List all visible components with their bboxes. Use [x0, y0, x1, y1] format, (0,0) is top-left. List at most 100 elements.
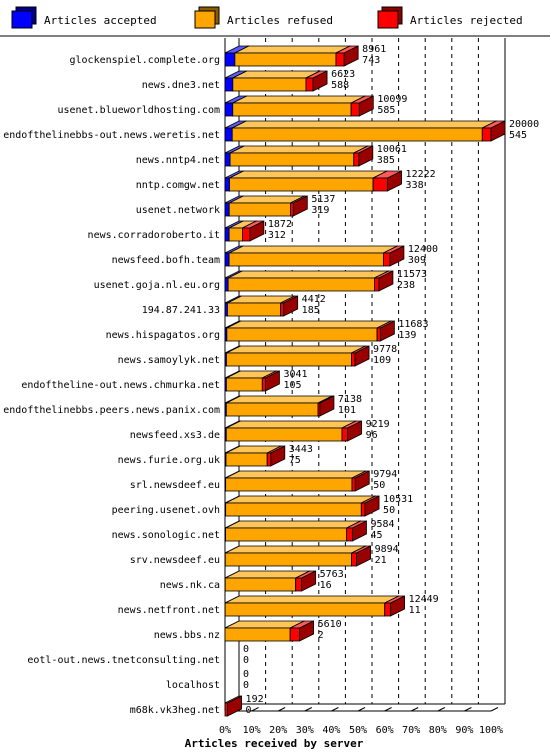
- x-tick: [331, 707, 339, 712]
- y-tick-label: m68k.vk3heg.net: [130, 705, 220, 716]
- x-tick-label: 30%: [296, 725, 314, 736]
- bar-segment-refused: [226, 320, 392, 342]
- data-label-accepted: 109: [373, 355, 391, 366]
- x-tick: [490, 707, 499, 712]
- bar-face: [289, 627, 301, 642]
- legend-swatch-rejected: [377, 10, 399, 29]
- y-tick-label: usenet.blueworldhosting.com: [57, 105, 220, 116]
- bar-side: [354, 345, 370, 367]
- y-tick-label: news.dne3.net: [142, 80, 220, 91]
- x-tick-label: 80%: [429, 725, 447, 736]
- legend: Articles accepted Articles refused Artic…: [11, 6, 523, 29]
- legend-label-rejected: Articles rejected: [410, 14, 523, 27]
- bar-face: [335, 52, 345, 67]
- bar-top: [226, 345, 366, 354]
- data-label-accepted: 16: [320, 580, 332, 591]
- x-tick-label: 90%: [455, 725, 473, 736]
- data-label-received: 192: [246, 694, 264, 705]
- data-label-accepted: 139: [398, 330, 416, 341]
- x-tick-label: 10%: [243, 725, 261, 736]
- x-tick-label: 0%: [219, 725, 231, 736]
- x-tick: [464, 707, 472, 712]
- bar-side: [358, 95, 374, 117]
- bar-segment-refused: [231, 120, 497, 142]
- bar-segment-refused: [234, 45, 351, 67]
- bar-face: [227, 302, 282, 317]
- bar-top: [232, 70, 321, 79]
- bar-segment-rejected: [295, 570, 317, 592]
- bar-face: [224, 77, 234, 92]
- y-tick-label: localhost: [166, 680, 220, 691]
- y-tick-label: news.bbs.nz: [154, 630, 220, 641]
- bar-segment-rejected: [376, 320, 395, 342]
- bar-face: [224, 127, 233, 142]
- data-label-received: 3041: [283, 369, 307, 380]
- bar-side: [265, 370, 280, 392]
- bar-face: [229, 177, 374, 192]
- legend-label-refused: Articles refused: [227, 14, 333, 27]
- bar-face: [224, 577, 297, 592]
- bar-face: [226, 327, 378, 342]
- data-label-received: 0: [243, 644, 249, 655]
- data-label-accepted: 585: [377, 105, 395, 116]
- bar-side: [354, 470, 370, 492]
- bar-side: [270, 445, 286, 467]
- y-tick-label: news.netfront.net: [118, 605, 220, 616]
- data-label-received: 6623: [331, 69, 355, 80]
- bar-side: [312, 70, 328, 92]
- bar-segment-refused: [226, 345, 366, 367]
- bar-side: [379, 320, 395, 342]
- bar-face: [242, 227, 251, 242]
- data-label-accepted: 185: [302, 305, 320, 316]
- x-tick-label: 40%: [322, 725, 340, 736]
- bar-segment-rejected: [289, 620, 315, 642]
- data-label-received: 20000: [509, 119, 539, 130]
- y-tick-label: endoftheline-out.news.chmurka.net: [21, 380, 220, 391]
- bar-face: [266, 452, 272, 467]
- bar-segment-rejected: [317, 395, 335, 417]
- bar-segment-refused: [225, 420, 357, 442]
- bar-face: [481, 127, 492, 142]
- data-label-accepted: 309: [408, 255, 426, 266]
- bar-side: [390, 595, 405, 617]
- bar-face: [382, 252, 391, 267]
- bar-top: [226, 395, 333, 404]
- data-label-received: 9894: [375, 544, 399, 555]
- bar-face: [353, 152, 360, 167]
- data-label-accepted: 11: [409, 605, 421, 616]
- bar-face: [225, 502, 362, 517]
- bar-top: [232, 120, 497, 129]
- bar-segment-rejected: [346, 520, 367, 542]
- y-tick-label: newsfeed.xs3.de: [130, 430, 220, 441]
- bar-face: [224, 177, 230, 192]
- bar-segment-rejected: [351, 345, 370, 367]
- data-label-accepted: 101: [338, 405, 356, 416]
- x-tick-label: 70%: [402, 725, 420, 736]
- x-axis-title: Articles received by server: [185, 737, 364, 750]
- bar-face: [372, 177, 388, 192]
- bar-face: [224, 602, 386, 617]
- data-label-accepted: 0: [246, 705, 252, 716]
- data-label-received: 11573: [397, 269, 427, 280]
- y-tick-label: endofthelinebbs.peers.news.panix.com: [3, 405, 220, 416]
- data-label-received: 7138: [338, 394, 362, 405]
- data-label-accepted: 50: [373, 480, 385, 491]
- bar-side: [378, 270, 394, 292]
- legend-swatch-accepted: [11, 10, 33, 29]
- legend-item-rejected: Articles rejected: [377, 6, 523, 29]
- bar-segment-refused: [229, 145, 369, 167]
- bar-segment-rejected: [335, 45, 359, 67]
- bar-face: [228, 227, 243, 242]
- bar-segment-rejected: [261, 370, 280, 392]
- bar-segment-refused: [229, 170, 388, 192]
- bar-face: [351, 552, 357, 567]
- data-label-accepted: 50: [383, 505, 395, 516]
- bar-side: [347, 420, 363, 442]
- bar-face: [305, 77, 314, 92]
- x-tick: [410, 707, 419, 712]
- bar-face: [228, 202, 291, 217]
- bar-face: [231, 127, 483, 142]
- y-tick-label: newsfeed.bofh.team: [112, 255, 220, 266]
- data-label-received: 9794: [373, 469, 397, 480]
- x-tick: [357, 707, 366, 712]
